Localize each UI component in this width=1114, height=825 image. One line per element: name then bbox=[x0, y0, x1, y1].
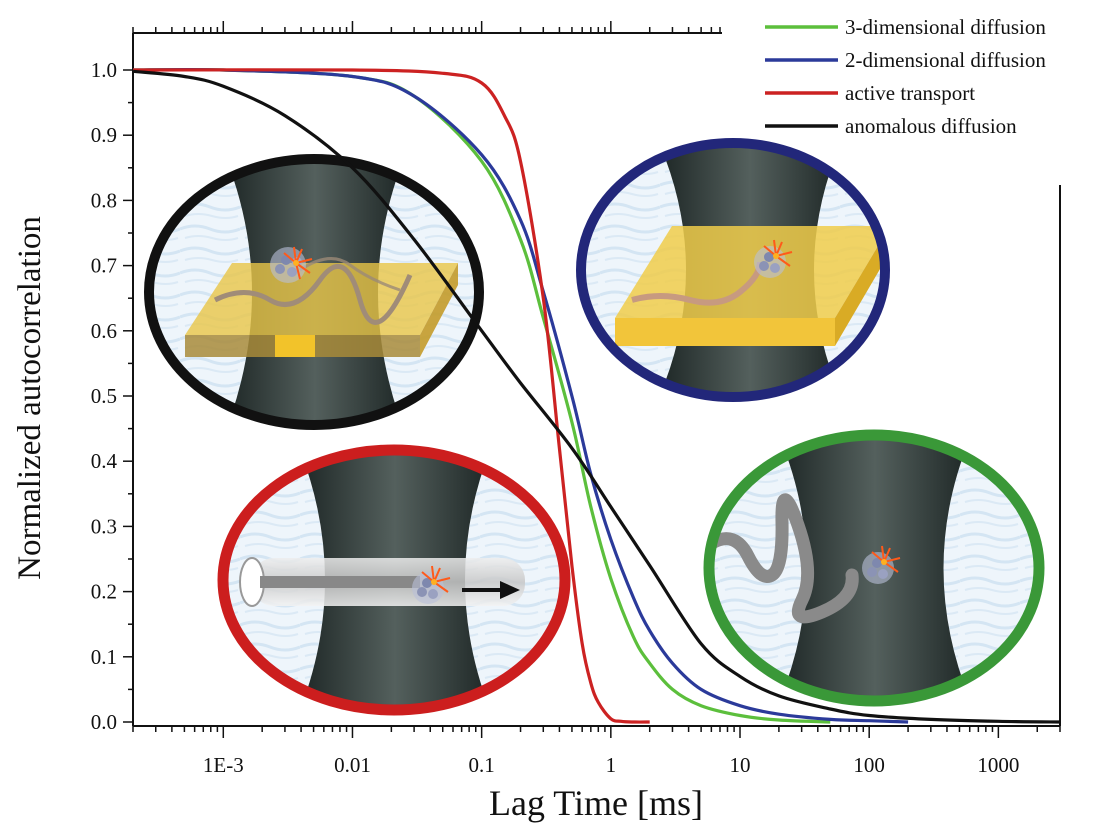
inset-anomalous-diffusion bbox=[144, 154, 484, 430]
y-tick-label: 0.4 bbox=[91, 449, 118, 473]
y-tick-label: 0.5 bbox=[91, 384, 117, 408]
series-curves bbox=[132, 67, 1061, 724]
y-axis-title: Normalized autocorrelation bbox=[12, 216, 48, 580]
tick-labels: 1E-3 0.01 0.1 1 10 100 1000 0.0 0.1 0.2 0.3 0.4 0.5 0… bbox=[91, 58, 1020, 777]
y-tick-label: 0.9 bbox=[91, 123, 117, 147]
x-tick-label: 100 bbox=[853, 753, 885, 777]
y-tick-label: 0.1 bbox=[91, 645, 117, 669]
y-tick-label: 0.0 bbox=[91, 710, 117, 734]
x-tick-label: 0.1 bbox=[469, 753, 495, 777]
x-tick-label: 1000 bbox=[977, 753, 1019, 777]
inset-active-transport bbox=[217, 444, 571, 716]
x-tick-label: 0.01 bbox=[334, 753, 371, 777]
series-line-anomalous-diffusion bbox=[132, 69, 1061, 724]
legend-label: 3-dimensional diffusion bbox=[845, 15, 1046, 39]
x-axis-title: Lag Time [ms] bbox=[489, 783, 703, 823]
axes bbox=[132, 32, 1061, 727]
legend-label: active transport bbox=[845, 81, 975, 105]
x-tick-label: 10 bbox=[730, 753, 751, 777]
inset-3d-diffusion bbox=[703, 429, 1045, 707]
y-tick-label: 0.6 bbox=[91, 319, 117, 343]
x-tick-label: 1 bbox=[606, 753, 617, 777]
ticks bbox=[123, 21, 1061, 738]
series-line-2-dimensional-diffusion bbox=[132, 67, 909, 724]
y-tick-label: 0.8 bbox=[91, 188, 117, 212]
legend: 3-dimensional diffusion 2-dimensional dif… bbox=[765, 15, 1046, 138]
series-line-active-transport bbox=[132, 68, 650, 724]
y-tick-label: 0.3 bbox=[91, 514, 117, 538]
inset-2d-diffusion bbox=[576, 138, 890, 402]
inset-illustrations bbox=[144, 138, 1045, 716]
legend-label: anomalous diffusion bbox=[845, 114, 1017, 138]
y-tick-label: 1.0 bbox=[91, 58, 117, 82]
legend-label: 2-dimensional diffusion bbox=[845, 48, 1046, 72]
arrow-right-icon bbox=[462, 581, 520, 599]
y-tick-label: 0.7 bbox=[91, 254, 117, 278]
x-tick-label: 1E-3 bbox=[203, 753, 244, 777]
y-tick-label: 0.2 bbox=[91, 580, 117, 604]
